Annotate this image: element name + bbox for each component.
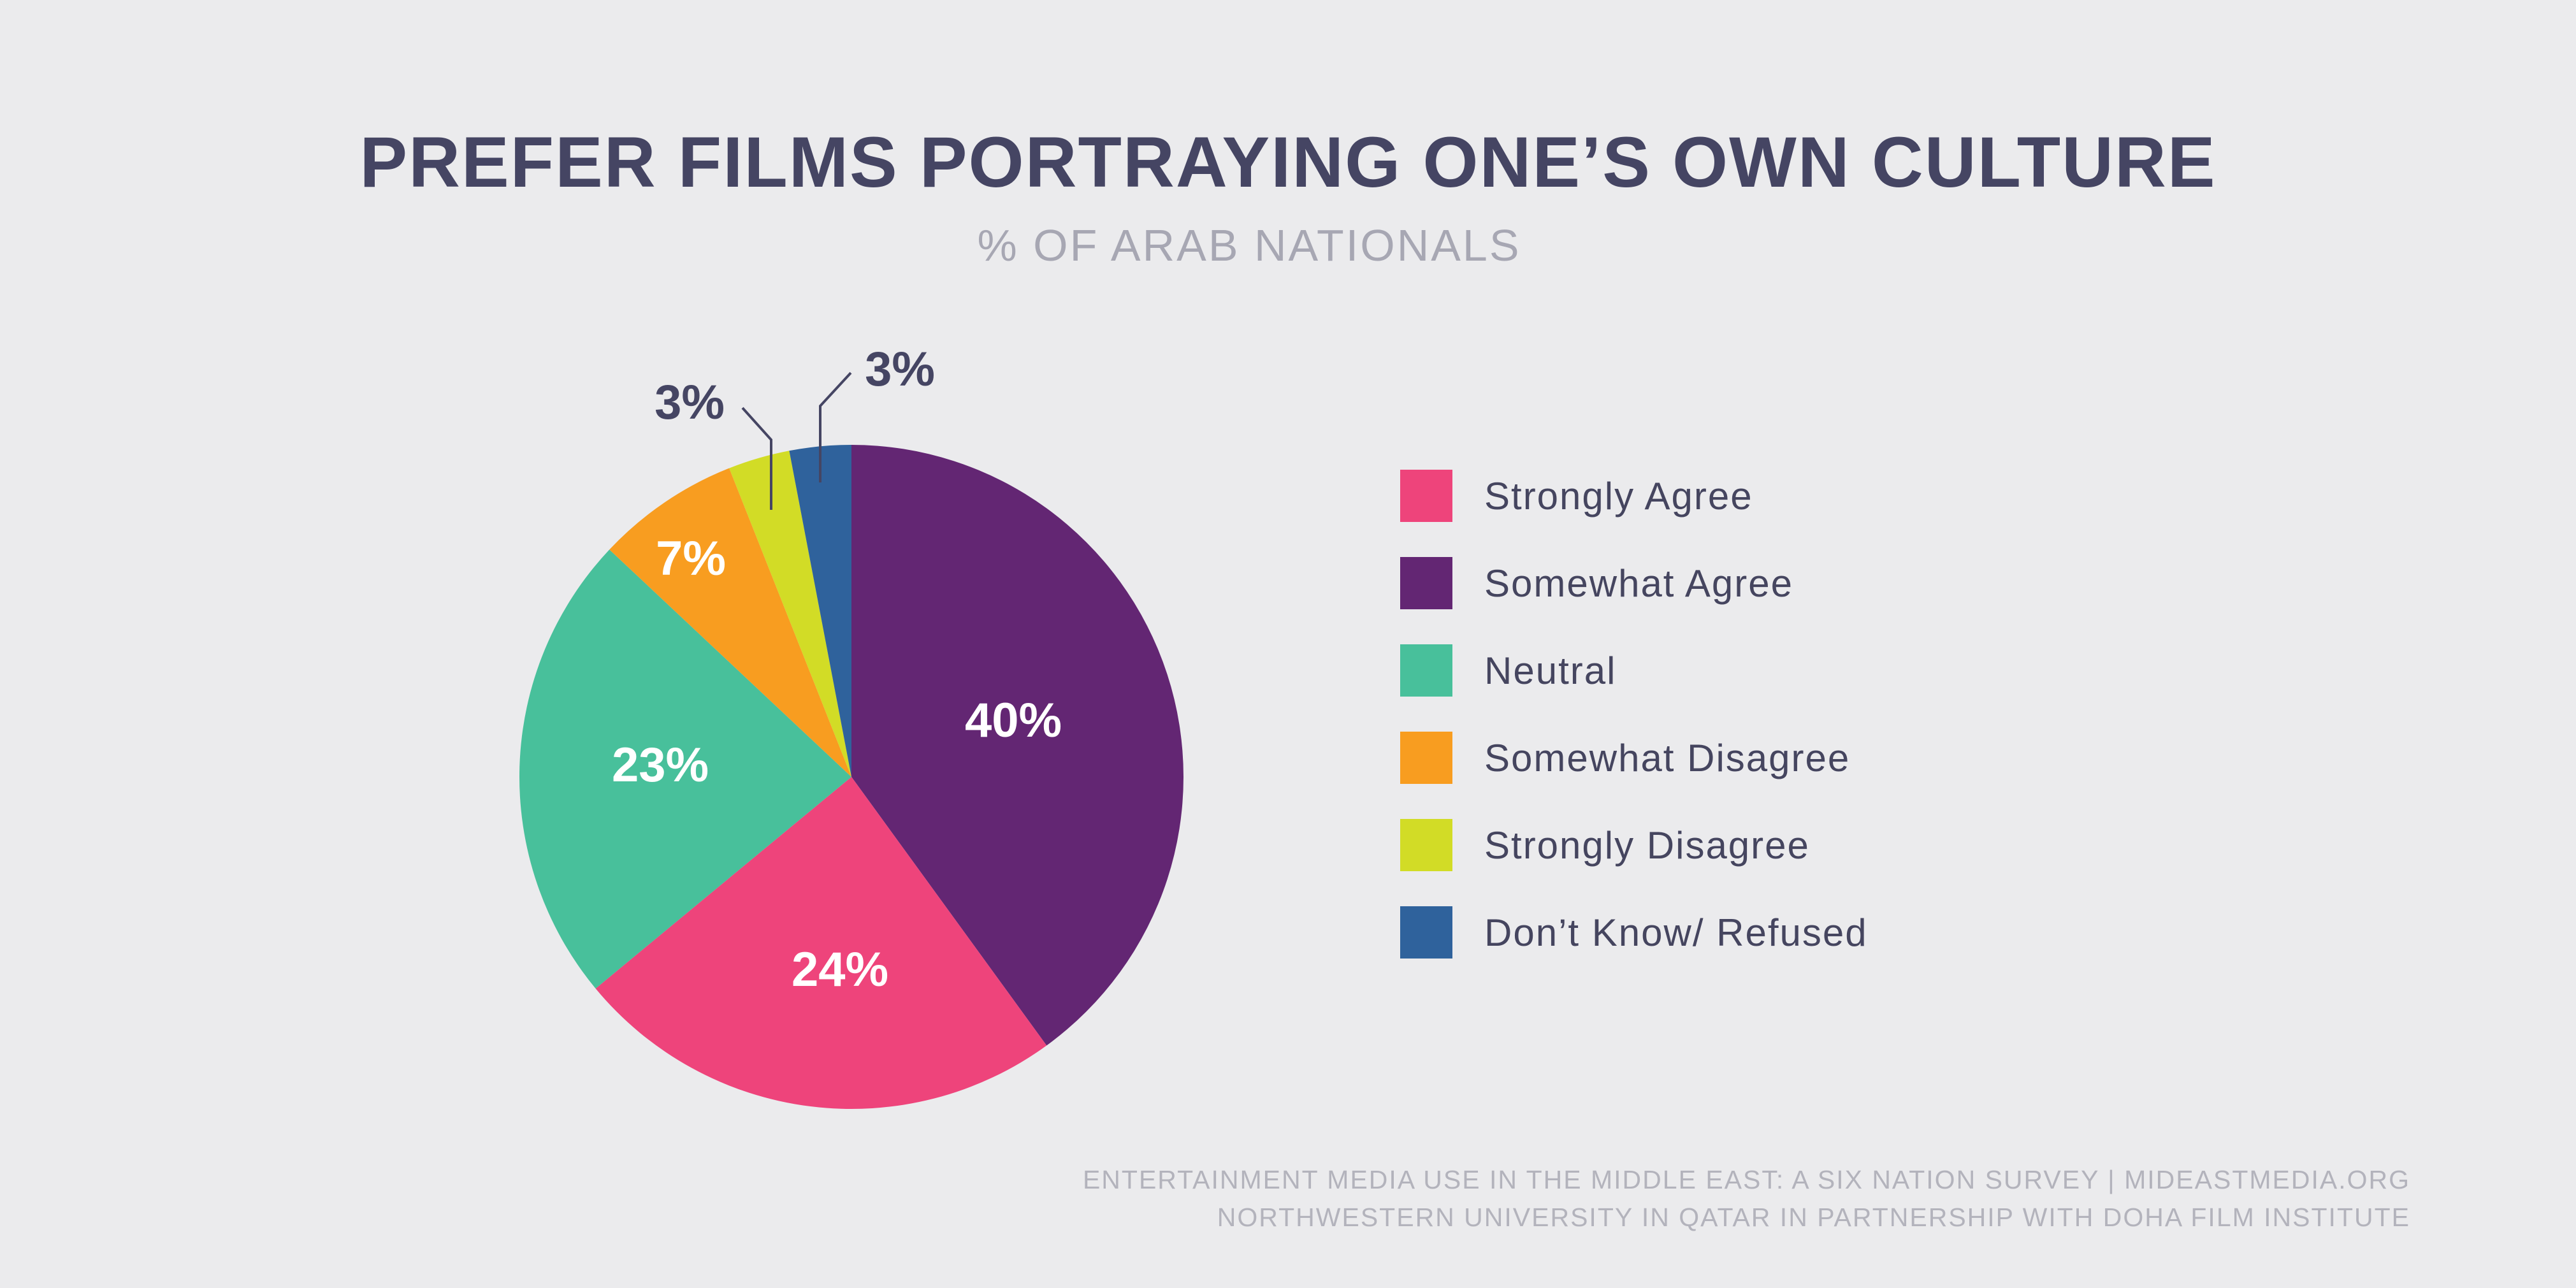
legend-label: Somewhat Disagree	[1484, 736, 1851, 779]
chart-subtitle: % OF ARAB NATIONALS	[977, 221, 1521, 270]
data-label-neutral: 23%	[612, 738, 709, 792]
legend-label: Strongly Agree	[1484, 474, 1753, 517]
legend-swatch	[1400, 644, 1452, 697]
legend-swatch	[1400, 732, 1452, 784]
legend-swatch	[1400, 470, 1452, 522]
legend-swatch	[1400, 906, 1452, 959]
footer-source: ENTERTAINMENT MEDIA USE IN THE MIDDLE EA…	[1082, 1165, 2410, 1194]
legend-swatch	[1400, 557, 1452, 609]
legend-item-somewhat-agree[interactable]: Somewhat Agree	[1400, 557, 1868, 609]
legend-item-dont-know-refused[interactable]: Don’t Know/ Refused	[1400, 906, 1868, 959]
chart-title: PREFER FILMS PORTRAYING ONE’S OWN CULTUR…	[359, 122, 2217, 202]
data-label-strongly-agree: 24%	[792, 943, 888, 997]
legend-swatch	[1400, 819, 1452, 871]
legend-item-strongly-disagree[interactable]: Strongly Disagree	[1400, 819, 1868, 871]
leader-line-strongly-disagree	[741, 407, 772, 510]
leader-line-don-t-know-refused	[819, 372, 852, 482]
legend: Strongly Agree Somewhat Agree Neutral So…	[1400, 470, 1868, 994]
legend-item-neutral[interactable]: Neutral	[1400, 644, 1868, 697]
pie-slice-strongly-disagree[interactable]	[729, 451, 851, 777]
pie-slice-don-t-know-refused[interactable]	[789, 445, 851, 777]
data-label-somewhat-agree: 40%	[965, 693, 1062, 748]
legend-item-strongly-agree[interactable]: Strongly Agree	[1400, 470, 1868, 522]
legend-label: Somewhat Agree	[1484, 561, 1793, 605]
pie-slice-somewhat-agree[interactable]	[851, 445, 1184, 1046]
pie-slice-somewhat-disagree[interactable]	[609, 468, 851, 777]
pie-slice-strongly-agree[interactable]	[595, 777, 1047, 1110]
legend-label: Don’t Know/ Refused	[1484, 911, 1868, 954]
legend-item-somewhat-disagree[interactable]: Somewhat Disagree	[1400, 732, 1868, 784]
data-label-somewhat-disagree: 7%	[656, 532, 726, 586]
footer-credit: NORTHWESTERN UNIVERSITY IN QATAR IN PART…	[1217, 1203, 2410, 1232]
legend-label: Neutral	[1484, 649, 1617, 692]
data-label-strongly-disagree: 3%	[655, 375, 725, 430]
pie-slice-neutral[interactable]	[519, 549, 851, 989]
legend-label: Strongly Disagree	[1484, 823, 1810, 867]
data-label-don-t-know-refused: 3%	[865, 342, 935, 396]
